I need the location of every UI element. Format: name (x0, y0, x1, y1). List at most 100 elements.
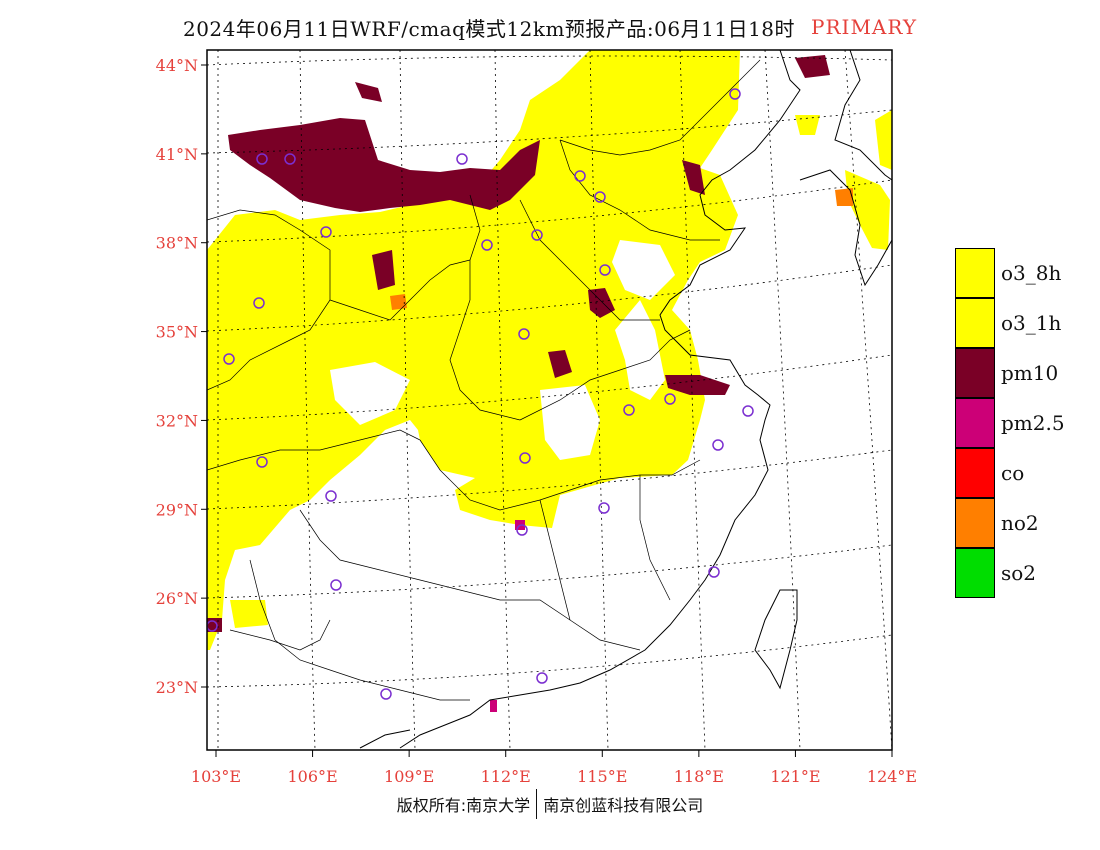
legend-swatch (955, 447, 995, 498)
taiwan (754, 589, 798, 690)
legend-swatch (955, 397, 995, 448)
o3-area-korea (845, 170, 890, 250)
pm25-area-1 (490, 700, 497, 712)
station-marker (519, 452, 531, 464)
lon-tick-label: 106°E (287, 767, 337, 786)
copyright-row: 版权所有:南京大学 南京创蓝科技有限公司 (0, 789, 1100, 819)
lat-tick-label: 29°N (156, 500, 198, 519)
legend-label: co (1001, 461, 1025, 485)
lon-tick-label: 109°E (384, 767, 434, 786)
station-marker (516, 524, 528, 536)
map-frame (206, 49, 893, 751)
map-title: 2024年06月11日WRF/cmaq模式12km预报产品:06月11日18时 (182, 16, 796, 41)
lat-tick-label: 41°N (156, 145, 198, 164)
province-boundaries (207, 59, 761, 701)
copyright-left: 版权所有:南京大学 (396, 796, 531, 815)
o3-area-north (207, 50, 740, 650)
station-marker (664, 393, 676, 405)
station-marker (536, 672, 548, 684)
copyright-separator (536, 789, 538, 819)
no2-area-2 (835, 188, 853, 206)
hainan-edge (359, 729, 411, 749)
graticule (207, 50, 892, 750)
legend-swatch (955, 547, 995, 598)
station-marker (712, 439, 724, 451)
legend-label: o3_8h (1001, 261, 1062, 285)
map-title-row: 2024年06月11日WRF/cmaq模式12km预报产品:06月11日18时 … (0, 12, 1100, 42)
no2-area-1 (390, 294, 407, 310)
pm10-area-4 (548, 350, 572, 378)
primary-tag: PRIMARY (811, 15, 918, 39)
legend-item: o3_8h (955, 247, 1065, 298)
station-marker (574, 170, 586, 182)
pm10-area-9 (355, 82, 382, 102)
station-markers (207, 88, 754, 700)
legend-item: co (955, 447, 1065, 498)
lon-tick-label: 103°E (191, 767, 241, 786)
pm10-area-5 (372, 250, 395, 290)
station-marker (481, 239, 493, 251)
coastline (399, 50, 801, 749)
station-marker (729, 88, 741, 100)
station-marker (456, 153, 468, 165)
o3-gap-1 (615, 300, 665, 400)
station-marker (253, 297, 265, 309)
coastline-ne (834, 50, 892, 181)
lon-tick-label: 121°E (770, 767, 820, 786)
lon-tick-label: 112°E (481, 767, 531, 786)
station-marker (284, 153, 296, 165)
legend-label: so2 (1001, 561, 1037, 585)
station-marker (708, 566, 720, 578)
station-marker (325, 490, 337, 502)
legend: o3_8h o3_1h pm10 pm2.5 co no2 so2 (955, 247, 1065, 598)
legend-label: pm2.5 (1001, 411, 1065, 435)
o3-gap-2 (540, 385, 600, 460)
legend-label: pm10 (1001, 361, 1059, 385)
lat-tick-label: 44°N (156, 56, 198, 75)
station-marker (594, 191, 606, 203)
legend-label: o3_1h (1001, 311, 1062, 335)
legend-item: pm10 (955, 347, 1065, 398)
pm10-area-7 (682, 160, 705, 195)
lat-tick-label: 38°N (156, 234, 198, 253)
station-marker (320, 226, 332, 238)
o3-area-se (795, 115, 820, 135)
pm10-area-6 (795, 55, 830, 78)
station-marker (599, 264, 611, 276)
legend-item: pm2.5 (955, 397, 1065, 448)
copyright-right: 南京创蓝科技有限公司 (543, 796, 704, 815)
station-marker (380, 688, 392, 700)
pm10-area-inner-mongolia (228, 118, 540, 212)
pm10-area-3 (665, 375, 730, 395)
legend-swatch (955, 497, 995, 548)
lon-tick-label: 118°E (674, 767, 724, 786)
latitude-axis: 44°N 41°N 38°N 35°N 32°N 29°N 26°N 23°N (156, 56, 207, 697)
legend-swatch (955, 347, 995, 398)
lon-tick-label: 115°E (577, 767, 627, 786)
legend-swatch (955, 297, 995, 348)
station-marker (518, 328, 530, 340)
legend-label: no2 (1001, 511, 1039, 535)
station-marker (531, 229, 543, 241)
legend-item: no2 (955, 497, 1065, 548)
lat-tick-label: 26°N (156, 589, 198, 608)
station-marker (742, 405, 754, 417)
legend-item: so2 (955, 547, 1065, 598)
station-marker (598, 502, 610, 514)
legend-item: o3_1h (955, 297, 1065, 348)
station-marker (256, 153, 268, 165)
lat-tick-label: 32°N (156, 411, 198, 430)
lat-tick-label: 35°N (156, 323, 198, 342)
lat-tick-label: 23°N (156, 678, 198, 697)
o3-gap-4 (330, 362, 410, 425)
station-marker (207, 620, 218, 632)
o3-area-ne (875, 110, 892, 170)
coastline-korea (799, 169, 892, 287)
pm10-area-2 (588, 288, 615, 318)
o3-area-sw (230, 600, 268, 628)
legend-swatch (955, 247, 995, 298)
station-marker (623, 404, 635, 416)
longitude-axis: 103°E 106°E 109°E 112°E 115°E 118°E 121°E 124°E (191, 750, 917, 786)
lon-tick-label: 124°E (867, 767, 917, 786)
